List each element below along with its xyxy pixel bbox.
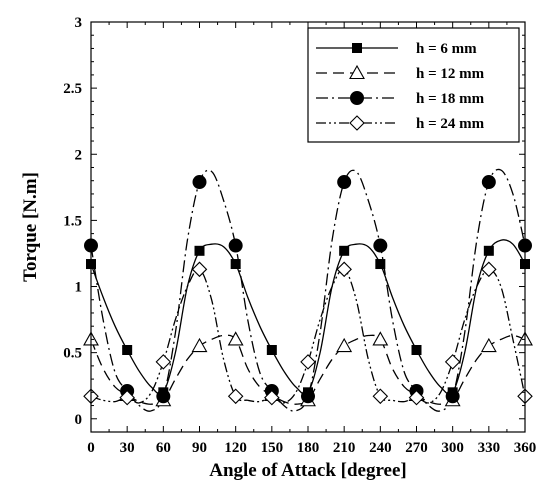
x-tick-label: 0 xyxy=(87,440,95,456)
data-point-h12mm xyxy=(191,337,208,353)
data-point-h24mm xyxy=(155,354,172,370)
data-point-h24mm xyxy=(336,261,352,278)
y-tick-label: 2.5 xyxy=(63,81,82,97)
x-axis-title: Angle of Attack [degree] xyxy=(209,460,407,481)
x-tick-label: 120 xyxy=(224,440,247,456)
y-axis-title: Torque [N.m] xyxy=(20,172,41,282)
data-point-h18mm xyxy=(445,389,460,404)
legend-label: h = 24 mm xyxy=(416,116,485,132)
x-tick-label: 270 xyxy=(405,440,428,456)
data-point-h24mm xyxy=(300,354,316,370)
legend-marker xyxy=(352,43,362,53)
data-point-h12mm xyxy=(480,337,497,353)
x-tick-label: 180 xyxy=(297,440,320,456)
x-tick-label: 330 xyxy=(478,440,501,456)
data-point-h18mm xyxy=(373,238,388,253)
x-tick-label: 360 xyxy=(514,440,537,456)
data-point-h6mm xyxy=(230,259,241,270)
x-tick-label: 210 xyxy=(333,440,356,456)
data-point-h24mm xyxy=(408,389,425,406)
x-tick-label: 90 xyxy=(192,440,207,456)
y-tick-label: 2 xyxy=(75,147,83,163)
tick-layer: 0 30 60 90 120 150 180 210 240 270 300 330 360 0 0.5 1 1… xyxy=(63,15,536,456)
data-point-h6mm xyxy=(483,245,494,256)
x-tick-label: 240 xyxy=(369,440,392,456)
legend-marker xyxy=(349,64,365,80)
x-tick-label: 30 xyxy=(120,440,135,456)
data-point-h18mm xyxy=(228,238,243,253)
legend-label: h = 12 mm xyxy=(416,66,485,82)
y-tick-label: 0 xyxy=(75,412,83,428)
data-point-h24mm xyxy=(372,388,389,405)
x-tick-label: 300 xyxy=(441,440,464,456)
legend-label: h = 18 mm xyxy=(416,91,485,107)
data-point-h24mm xyxy=(191,261,208,278)
data-point-h18mm xyxy=(156,389,171,404)
data-point-h18mm xyxy=(337,175,352,190)
data-point-h24mm xyxy=(264,389,280,406)
legend-marker xyxy=(350,91,364,105)
data-point-h24mm xyxy=(227,388,244,405)
data-point-h24mm xyxy=(444,354,461,370)
legend-label: h = 6 mm xyxy=(416,41,477,57)
data-point-h18mm xyxy=(301,389,315,404)
data-point-h6mm xyxy=(266,345,277,355)
y-tick-label: 1 xyxy=(75,280,83,296)
marker-layer xyxy=(83,175,533,407)
legend-box xyxy=(307,27,520,143)
data-point-h6mm xyxy=(375,259,386,270)
data-point-h18mm xyxy=(192,175,207,190)
legend: h = 6 mm h = 12 mm h = 18 mm h = 24 mm xyxy=(307,27,520,143)
data-point-h6mm xyxy=(411,345,422,355)
data-point-h24mm xyxy=(119,389,135,406)
data-point-h6mm xyxy=(194,245,205,256)
y-tick-label: 3 xyxy=(75,15,83,31)
data-point-h6mm xyxy=(122,345,133,355)
x-tick-label: 150 xyxy=(261,440,284,456)
y-tick-label: 1.5 xyxy=(63,213,82,229)
legend-marker xyxy=(349,115,365,131)
data-point-h12mm xyxy=(227,331,244,346)
data-point-h18mm xyxy=(481,175,496,190)
data-point-h6mm xyxy=(339,245,350,256)
data-point-h12mm xyxy=(372,331,389,346)
x-tick-label: 60 xyxy=(156,440,171,456)
data-point-h24mm xyxy=(481,261,497,278)
data-point-h12mm xyxy=(336,337,353,353)
y-tick-label: 0.5 xyxy=(63,346,82,362)
